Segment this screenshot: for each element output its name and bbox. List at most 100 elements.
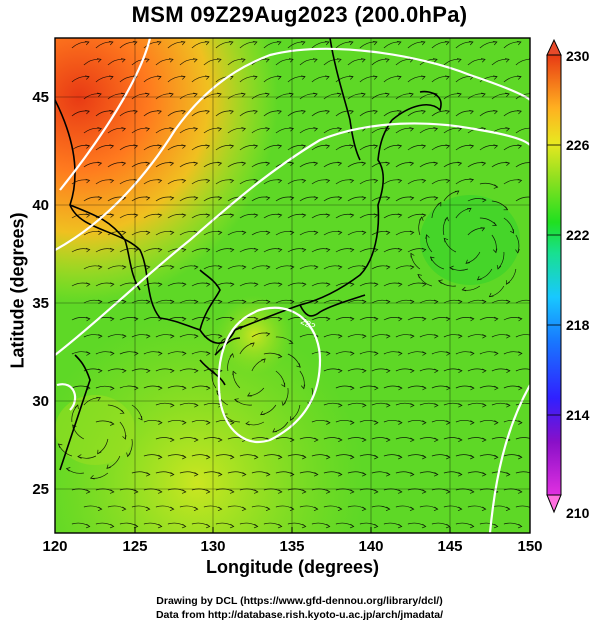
streamline-arrow: [98, 334, 103, 339]
streamline-arrow: [445, 144, 451, 149]
streamline-arrow: [301, 247, 307, 253]
streamline-arrow: [277, 282, 283, 287]
streamline-arrow: [206, 351, 211, 356]
streamline-arrow: [278, 316, 283, 322]
streamline-arrow: [277, 75, 282, 80]
streamline-arrow: [265, 127, 271, 132]
streamline: [515, 334, 530, 338]
streamline-arrow: [350, 316, 355, 322]
streamline-arrow: [385, 127, 391, 132]
streamline-arrow: [337, 161, 343, 166]
streamline-arrow: [349, 523, 355, 529]
streamline-arrow: [253, 213, 259, 218]
streamline-arrow: [530, 300, 534, 304]
streamline-arrow: [97, 449, 102, 455]
streamline-arrow: [217, 161, 223, 166]
streamline-arrow: [482, 334, 487, 339]
streamline-arrow: [432, 58, 438, 63]
streamline-arrow: [158, 351, 163, 356]
streamline-arrow: [313, 230, 319, 235]
streamline-arrow: [530, 403, 534, 407]
streamline-arrow: [457, 127, 463, 132]
streamline-arrow: [492, 41, 498, 46]
streamline-arrow: [445, 178, 451, 184]
streamline-arrow: [373, 75, 378, 80]
streamline-arrow: [337, 265, 343, 270]
streamline-arrow: [385, 161, 391, 166]
streamline-arrow: [458, 403, 463, 408]
streamline-arrow: [505, 127, 511, 132]
streamline-arrow: [470, 316, 475, 322]
streamline-arrow: [157, 213, 163, 218]
streamline-arrow: [277, 213, 283, 218]
streamline-arrow: [97, 230, 103, 235]
streamline-arrow: [465, 259, 470, 264]
streamline-arrow: [480, 58, 486, 63]
streamline-arrow: [253, 282, 259, 287]
streamline-arrow: [277, 489, 283, 494]
streamline-arrow: [506, 368, 511, 374]
streamline-arrow: [338, 403, 343, 408]
streamline-arrow: [85, 523, 91, 529]
streamline-arrow: [157, 282, 163, 287]
streamline-arrow: [373, 109, 378, 115]
streamline-arrow: [397, 489, 403, 494]
streamline-arrow: [109, 75, 114, 80]
streamline-arrow: [182, 420, 187, 425]
streamline-arrow: [398, 420, 403, 425]
streamline-arrow: [457, 506, 463, 512]
streamline-arrow: [469, 178, 475, 183]
streamline-arrow: [410, 368, 415, 374]
streamline-arrow: [496, 264, 502, 270]
streamline-arrow: [289, 416, 294, 421]
streamline-arrow: [433, 92, 438, 97]
streamline-arrow: [277, 247, 283, 253]
streamline-arrow: [205, 109, 210, 115]
streamline-arrow: [458, 368, 463, 374]
streamline-arrow: [469, 109, 474, 115]
streamline-arrow: [425, 234, 430, 239]
streamline-arrow: [97, 127, 103, 132]
streamline-arrow: [157, 489, 163, 494]
streamline-arrow: [482, 437, 487, 443]
streamline-arrow: [374, 351, 379, 356]
streamline-arrow: [121, 265, 127, 270]
streamline-arrow: [157, 75, 162, 80]
streamline-arrow: [109, 282, 115, 287]
streamline-arrow: [288, 58, 294, 63]
x-tick-label: 135: [279, 538, 304, 555]
streamline-arrow: [313, 196, 319, 201]
streamline-arrow: [109, 421, 115, 426]
streamline-arrow: [505, 280, 510, 285]
y-tick-label: 30: [32, 393, 49, 410]
streamline-arrow: [145, 196, 151, 201]
streamline-arrow: [206, 420, 211, 425]
streamline-arrow: [182, 351, 187, 356]
streamline-arrow: [515, 249, 520, 254]
streamline-arrow: [362, 334, 367, 339]
streamline-arrow: [493, 75, 498, 80]
streamline-arrow: [409, 196, 415, 201]
streamline-arrow: [434, 437, 439, 443]
streamline-arrow: [157, 144, 163, 149]
streamline-arrow: [109, 178, 115, 184]
streamline-arrow: [373, 213, 379, 218]
streamline-arrow: [265, 265, 271, 270]
streamline: [515, 162, 530, 168]
streamline-arrow: [374, 454, 379, 460]
streamline-arrow: [398, 351, 403, 356]
streamline-arrow: [205, 489, 211, 494]
streamline-arrow: [277, 353, 283, 359]
x-axis-title: Longitude (degrees): [205, 557, 379, 577]
streamline-arrow: [410, 403, 415, 408]
streamline-arrow: [288, 339, 294, 345]
streamline-arrow: [194, 334, 199, 339]
streamline-arrow: [89, 475, 95, 480]
streamline-arrow: [158, 316, 163, 322]
streamline-arrow: [84, 41, 90, 46]
streamline-arrow: [250, 342, 255, 347]
streamline-arrow: [429, 256, 435, 261]
streamline-arrow: [277, 523, 283, 529]
streamline-arrow: [289, 92, 294, 97]
streamline-arrow: [518, 351, 523, 356]
